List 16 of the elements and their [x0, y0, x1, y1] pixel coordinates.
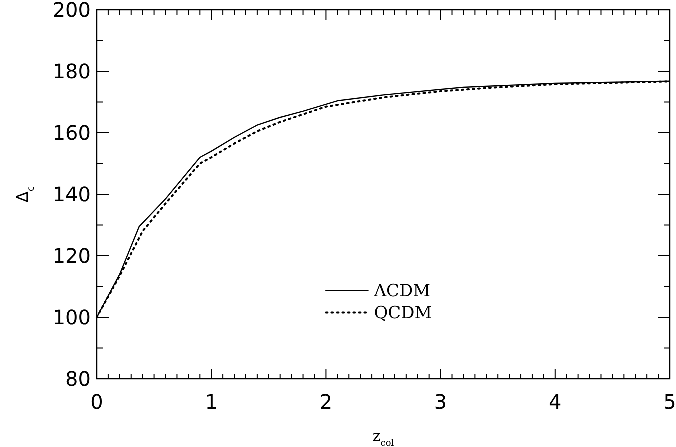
y-tick-label: 200: [52, 0, 91, 22]
x-tick-label: 1: [205, 390, 218, 414]
x-tick-label: 2: [320, 390, 333, 414]
legend-label: ΛCDM: [373, 282, 431, 302]
x-tick-label: 0: [90, 390, 104, 414]
x-tick-label: 3: [434, 390, 448, 414]
x-axis-title: z$_{col}$: [372, 427, 394, 447]
y-tick-label: 80: [66, 367, 91, 391]
legend-label: QCDM: [374, 304, 432, 324]
x-tick-label: 4: [549, 390, 562, 414]
x-tick-label: 5: [664, 390, 676, 414]
y-tick-label: 100: [52, 306, 91, 330]
y-tick-label: 180: [52, 60, 91, 84]
y-tick-label: 140: [52, 182, 91, 206]
y-tick-label: 120: [52, 244, 91, 268]
y-tick-label: 160: [52, 121, 91, 145]
